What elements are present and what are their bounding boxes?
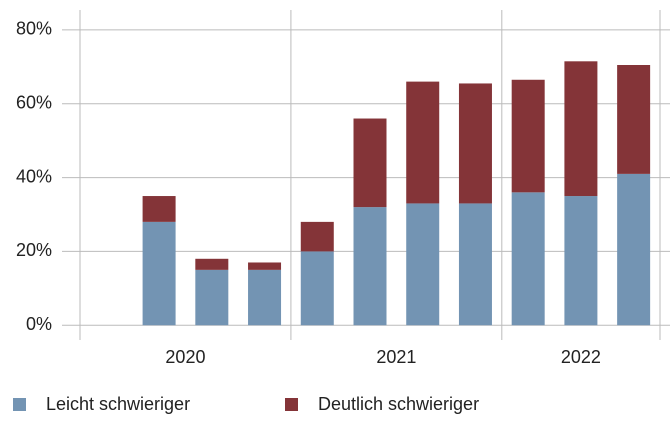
group-label: 2021 (376, 347, 416, 367)
bar-segment (248, 269, 282, 326)
legend-swatch (285, 398, 298, 411)
legend-label: Deutlich schwieriger (318, 394, 479, 414)
bar-segment (617, 173, 651, 326)
bar-segment (300, 251, 334, 326)
y-tick-label: 60% (16, 93, 52, 113)
bar-segment (617, 65, 651, 174)
bar-segment (195, 258, 229, 270)
bar-segment (564, 196, 598, 326)
bar-segment (300, 221, 334, 252)
bar-segment (142, 221, 176, 326)
bar-segment (248, 262, 282, 270)
y-tick-label: 20% (16, 240, 52, 260)
legend-label: Leicht schwieriger (46, 394, 190, 414)
y-tick-label: 40% (16, 166, 52, 186)
group-label: 2022 (561, 347, 601, 367)
y-tick-label: 0% (26, 314, 52, 334)
bar-segment (511, 79, 545, 193)
bar-segment (458, 83, 492, 204)
group-label: 2020 (165, 347, 205, 367)
bar-segment (353, 207, 387, 326)
bar-segment (458, 203, 492, 326)
bar-segment (195, 269, 229, 326)
bar-segment (353, 118, 387, 208)
bar-segment (511, 192, 545, 326)
bar-segment (406, 81, 440, 204)
y-tick-label: 80% (16, 19, 52, 39)
legend-swatch (13, 398, 26, 411)
bar-segment (406, 203, 440, 326)
bar-segment (564, 61, 598, 197)
bar-segment (142, 196, 176, 222)
